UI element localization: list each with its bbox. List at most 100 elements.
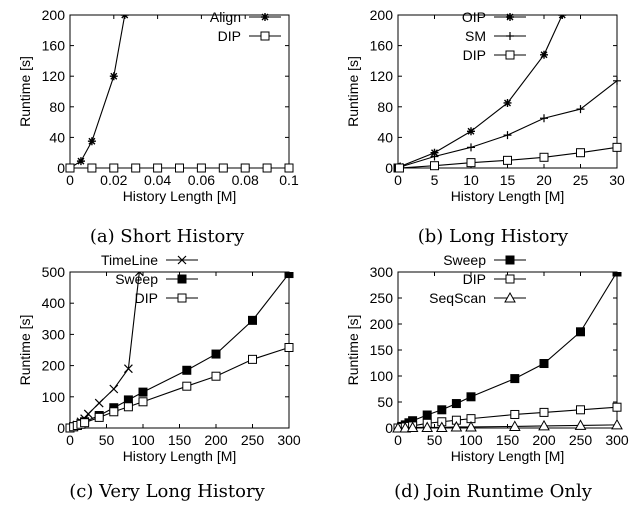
data-point-dip bbox=[94, 412, 104, 422]
x-tick-label: 0 bbox=[394, 172, 402, 188]
legend-marker-oip bbox=[506, 13, 514, 21]
y-tick-label: 500 bbox=[42, 264, 66, 280]
chart-short-history: (a) Short History 0 0.02 0.04 0.06 0.08 0.1 0 4… bbox=[17, 7, 299, 247]
caption: (c) Very Long History bbox=[69, 481, 265, 502]
legend-marker-timeline bbox=[177, 255, 187, 265]
data-point-sm bbox=[540, 114, 548, 123]
legend-label: DIP bbox=[218, 28, 241, 44]
legend-label: Sweep bbox=[115, 271, 158, 287]
x-tick-label: 250 bbox=[569, 432, 593, 448]
data-point-dip bbox=[182, 381, 192, 391]
data-point-dip bbox=[612, 402, 622, 412]
plot-area bbox=[392, 272, 623, 433]
data-point-seqscan bbox=[465, 420, 477, 432]
data-point-sweep bbox=[248, 315, 257, 325]
legend-label: SM bbox=[465, 28, 486, 44]
data-point-sweep bbox=[466, 392, 476, 402]
data-point-sweep bbox=[211, 349, 221, 359]
legend: TimeLine Sweep DIP bbox=[101, 252, 198, 306]
y-tick-label: 400 bbox=[42, 295, 66, 311]
y-tick-label: 160 bbox=[42, 38, 66, 54]
data-point-oip bbox=[540, 50, 548, 59]
data-point-oip bbox=[503, 98, 512, 107]
legend: OIP SM DIP bbox=[462, 9, 526, 63]
data-point-sweep bbox=[437, 405, 447, 415]
data-point-dip bbox=[138, 397, 148, 407]
y-tick-label: 80 bbox=[377, 99, 393, 115]
data-point-seqscan bbox=[611, 418, 623, 430]
data-point-dip bbox=[123, 402, 133, 412]
data-point-seqscan bbox=[399, 421, 412, 433]
x-tick-label: 0 bbox=[394, 432, 402, 448]
data-point-seqscan bbox=[406, 421, 419, 432]
y-tick-label: 300 bbox=[370, 264, 394, 280]
x-tick-label: 0.1 bbox=[279, 172, 299, 188]
data-point-dip bbox=[262, 163, 272, 173]
y-tick-label: 160 bbox=[370, 38, 394, 54]
data-point-sweep bbox=[284, 272, 294, 279]
x-tick-label: 20 bbox=[536, 172, 552, 188]
data-point-timeline bbox=[134, 272, 144, 277]
x-tick-label: 0 bbox=[66, 172, 74, 188]
legend-label: DIP bbox=[463, 271, 486, 287]
y-tick-label: 0 bbox=[385, 420, 393, 436]
data-point-dip bbox=[576, 405, 585, 415]
y-tick-label: 200 bbox=[370, 316, 394, 332]
data-point-dip bbox=[218, 163, 228, 173]
x-axis-label: History Length [M] bbox=[451, 188, 565, 204]
data-point-timeline bbox=[94, 398, 104, 408]
x-tick-label: 50 bbox=[427, 432, 443, 448]
data-point-dip bbox=[65, 163, 75, 173]
legend-marker-align bbox=[261, 13, 269, 21]
data-point-sm bbox=[467, 143, 475, 152]
y-tick-label: 300 bbox=[42, 326, 66, 342]
y-tick-label: 200 bbox=[370, 7, 394, 23]
legend-marker-sweep bbox=[505, 255, 515, 265]
data-point-seqscan bbox=[392, 421, 404, 433]
y-tick-label: 0 bbox=[57, 420, 65, 436]
data-point-sm bbox=[430, 152, 439, 161]
x-tick-label: 200 bbox=[204, 432, 228, 448]
plot-frame bbox=[397, 14, 618, 169]
data-point-align bbox=[120, 15, 129, 19]
legend-label: OIP bbox=[462, 9, 486, 25]
data-point-sweep bbox=[182, 365, 192, 375]
x-tick-label: 10 bbox=[463, 172, 479, 188]
y-tick-label: 200 bbox=[42, 358, 66, 374]
x-axis-label: History Length [M] bbox=[123, 188, 237, 204]
y-tick-label: 100 bbox=[42, 389, 66, 405]
x-tick-label: 300 bbox=[605, 432, 629, 448]
data-point-dip bbox=[196, 163, 206, 173]
data-point-sweep bbox=[539, 359, 549, 369]
x-tick-label: 250 bbox=[241, 432, 265, 448]
x-tick-label: 150 bbox=[168, 432, 192, 448]
data-point-dip bbox=[430, 161, 439, 171]
legend-marker-dip bbox=[260, 31, 270, 41]
legend-label: Sweep bbox=[443, 252, 486, 268]
data-point-dip bbox=[248, 354, 257, 364]
data-point-dip bbox=[503, 155, 512, 165]
data-point-sweep bbox=[510, 374, 520, 384]
data-point-dip bbox=[80, 418, 90, 428]
data-point-timeline bbox=[83, 409, 93, 419]
data-point-dip bbox=[109, 407, 119, 417]
plot-area bbox=[65, 15, 294, 173]
x-tick-label: 100 bbox=[459, 432, 483, 448]
chart-join-runtime-only: (d) Join Runtime Only 0 50 100 150 200 250 300… bbox=[345, 252, 629, 502]
data-point-dip bbox=[175, 163, 184, 173]
y-tick-label: 0 bbox=[385, 160, 393, 176]
x-axis-label: History Length [M] bbox=[123, 448, 237, 464]
y-tick-label: 200 bbox=[42, 7, 66, 23]
data-point-dip bbox=[240, 163, 250, 173]
data-point-dip bbox=[284, 343, 294, 353]
y-tick-label: 120 bbox=[42, 68, 66, 84]
legend-marker-dip bbox=[505, 50, 515, 60]
x-tick-label: 300 bbox=[277, 432, 301, 448]
caption: (b) Long History bbox=[418, 226, 569, 247]
chart-very-long-history: (c) Very Long History 0 50 100 150 200 250 300… bbox=[17, 252, 301, 502]
legend-marker-seqscan bbox=[504, 291, 516, 303]
y-tick-label: 50 bbox=[377, 394, 393, 410]
y-tick-label: 0 bbox=[57, 160, 65, 176]
legend-label: TimeLine bbox=[101, 252, 158, 268]
